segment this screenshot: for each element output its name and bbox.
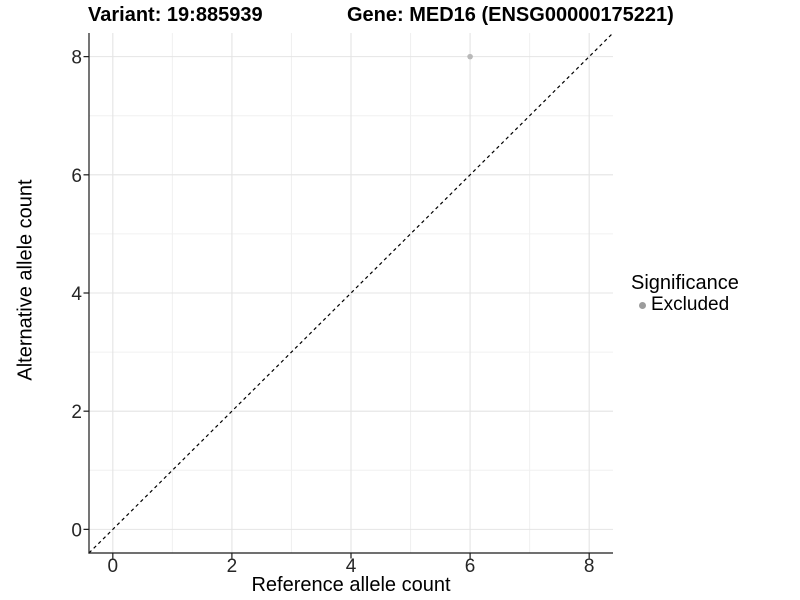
y-axis-title: Alternative allele count [14,179,37,381]
x-tick-label: 6 [465,556,476,577]
legend-item-label: Excluded [651,294,730,315]
legend-item-excluded: Excluded [631,295,739,315]
legend-title: Significance [631,272,739,294]
excluded-point-icon [639,301,646,309]
identity-line [88,32,614,554]
axis-tick-marks [83,56,590,559]
gridlines-major [89,33,613,553]
x-axis-tick-labels: 0 2 4 6 8 [108,556,595,577]
x-tick-label: 8 [584,556,595,577]
y-tick-label: 0 [71,520,82,541]
x-tick-label: 0 [108,556,119,577]
y-tick-label: 4 [71,284,82,305]
y-tick-label: 2 [71,402,82,423]
x-tick-label: 4 [346,556,357,577]
y-tick-label: 6 [71,166,82,187]
legend: Significance Excluded [631,272,739,315]
x-axis-title: Reference allele count [251,574,451,596]
x-tick-label: 2 [227,556,238,577]
gene-title: Gene: MED16 (ENSG00000175221) [347,4,674,26]
y-tick-label: 8 [71,48,82,69]
scatter-point [467,53,473,60]
y-axis-tick-labels: 0 2 4 6 8 [71,48,82,542]
variant-title: Variant: 19:885939 [88,4,263,26]
data-points [467,53,473,60]
identity-dashed-line [88,32,614,554]
